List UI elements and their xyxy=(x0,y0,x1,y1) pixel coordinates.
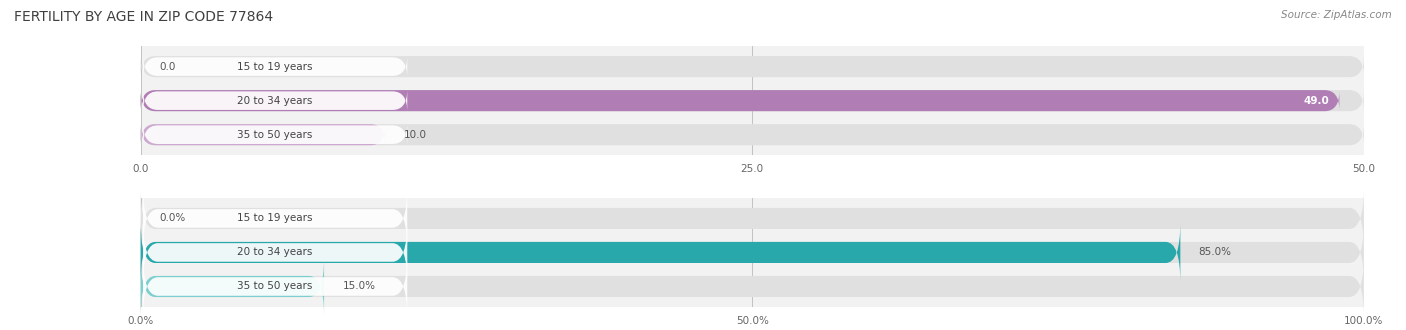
FancyBboxPatch shape xyxy=(141,222,1364,283)
FancyBboxPatch shape xyxy=(143,187,408,250)
Text: 20 to 34 years: 20 to 34 years xyxy=(238,248,314,257)
FancyBboxPatch shape xyxy=(143,89,408,112)
FancyBboxPatch shape xyxy=(141,56,1364,77)
FancyBboxPatch shape xyxy=(141,90,1340,111)
Text: 15 to 19 years: 15 to 19 years xyxy=(238,214,314,223)
Text: 0.0: 0.0 xyxy=(159,62,176,72)
Text: 35 to 50 years: 35 to 50 years xyxy=(238,130,314,140)
Text: FERTILITY BY AGE IN ZIP CODE 77864: FERTILITY BY AGE IN ZIP CODE 77864 xyxy=(14,10,273,24)
Text: 20 to 34 years: 20 to 34 years xyxy=(238,96,314,106)
FancyBboxPatch shape xyxy=(141,188,1364,249)
Text: 35 to 50 years: 35 to 50 years xyxy=(238,281,314,291)
FancyBboxPatch shape xyxy=(143,123,408,146)
Text: 15 to 19 years: 15 to 19 years xyxy=(238,62,314,72)
Text: 85.0%: 85.0% xyxy=(1199,248,1232,257)
Text: 0.0%: 0.0% xyxy=(159,214,186,223)
Text: 49.0: 49.0 xyxy=(1303,96,1330,106)
Text: Source: ZipAtlas.com: Source: ZipAtlas.com xyxy=(1281,10,1392,20)
FancyBboxPatch shape xyxy=(141,256,323,317)
Text: 15.0%: 15.0% xyxy=(343,281,375,291)
FancyBboxPatch shape xyxy=(141,90,1364,111)
FancyBboxPatch shape xyxy=(143,255,408,318)
FancyBboxPatch shape xyxy=(141,124,385,145)
FancyBboxPatch shape xyxy=(141,256,1364,317)
FancyBboxPatch shape xyxy=(141,124,1364,145)
Text: 10.0: 10.0 xyxy=(404,130,426,140)
FancyBboxPatch shape xyxy=(143,221,408,284)
FancyBboxPatch shape xyxy=(143,55,408,78)
FancyBboxPatch shape xyxy=(141,222,1181,283)
